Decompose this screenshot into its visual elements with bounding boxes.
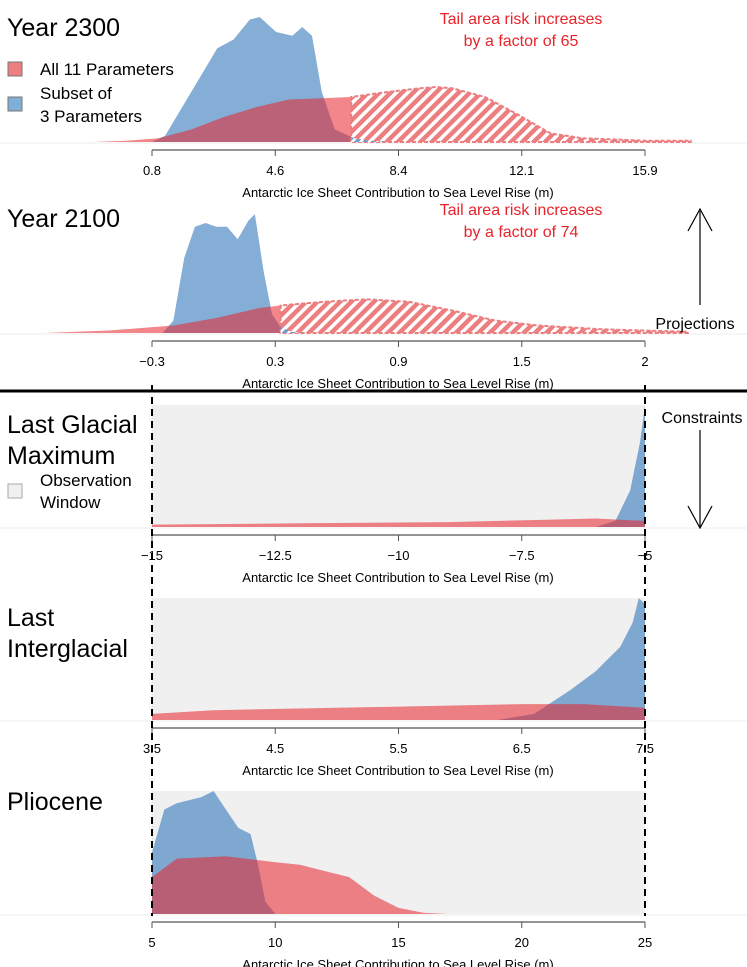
projections-label: Projections: [655, 316, 734, 333]
x-tick-label: 4.6: [266, 163, 284, 178]
x-tick-label: 15: [391, 935, 405, 950]
tail-area-subset-3-parameters: [280, 326, 303, 333]
x-axis-label: Antarctic Ice Sheet Contribution to Sea …: [242, 185, 553, 200]
x-tick-label: 0.9: [389, 354, 407, 369]
legend-label-window-1: Observation: [40, 471, 132, 490]
tail-area-all-11-parameters: [350, 85, 692, 143]
panel-title: Maximum: [7, 442, 115, 470]
x-tick-label: 0.8: [143, 163, 161, 178]
panel-title: Last Glacial: [7, 411, 138, 439]
constraints-arrow: [687, 430, 713, 530]
legend-label-window-2: Window: [40, 493, 101, 512]
legend-label-subset-1: Subset of: [40, 84, 112, 103]
legend-swatch-all: [7, 61, 23, 77]
x-tick-label: 10: [268, 935, 282, 950]
density-subset-3-parameters: [595, 405, 645, 527]
panel-5: Pliocene 5 10 15 20 25 Antarctic Ice Sheet Con…: [0, 788, 747, 967]
panel-title: Year 2300: [7, 14, 120, 42]
x-tick-label: −12.5: [259, 548, 292, 563]
x-tick-label: 8.4: [389, 163, 407, 178]
tail-risk-annotation: by a factor of 74: [464, 224, 579, 241]
legend-swatch-window: [7, 483, 23, 499]
x-tick-label: −7.5: [509, 548, 535, 563]
panel-title: Interglacial: [7, 635, 128, 663]
panel-title: Year 2100: [7, 205, 120, 233]
tail-risk-annotation: Tail area risk increases: [440, 202, 603, 219]
panel-4: LastInterglacial3.54.55.56.57.5Antarctic…: [0, 598, 747, 778]
x-axis-label: Antarctic Ice Sheet Contribution to Sea …: [242, 376, 553, 391]
density-subset-3-parameters: [162, 214, 303, 333]
density-all-11-parameters: [152, 704, 645, 720]
x-axis-label: Antarctic Ice Sheet Contribution to Sea …: [242, 957, 553, 967]
density-subset-3-parameters: [152, 17, 388, 142]
tail-risk-annotation: Tail area risk increases: [440, 11, 603, 28]
x-tick-label: 5: [148, 935, 155, 950]
projections-arrow: [687, 207, 713, 305]
legend-swatch-subset: [7, 96, 23, 112]
panel-title: Last: [7, 604, 54, 632]
x-axis-label: Antarctic Ice Sheet Contribution to Sea …: [242, 763, 553, 778]
x-tick-label: 12.1: [509, 163, 534, 178]
density-all-11-parameters: [152, 518, 645, 527]
x-tick-label: −10: [387, 548, 409, 563]
tail-risk-annotation: by a factor of 65: [464, 33, 579, 50]
x-tick-label: 15.9: [632, 163, 657, 178]
x-tick-label: 6.5: [513, 741, 531, 756]
panel-title: Pliocene: [7, 788, 103, 816]
x-tick-label: 20: [515, 935, 529, 950]
x-tick-label: −0.3: [139, 354, 165, 369]
legend-label-all: All 11 Parameters: [40, 60, 174, 79]
density-subset-3-parameters: [497, 598, 645, 720]
constraints-label: Constraints: [662, 410, 743, 427]
x-tick-label: 5.5: [389, 741, 407, 756]
x-tick-label: 1.5: [513, 354, 531, 369]
panel-1: Year 2300 Tail area risk increases by a fa…: [0, 11, 747, 200]
x-tick-label: 4.5: [266, 741, 284, 756]
legend-label-subset-2: 3 Parameters: [40, 107, 142, 126]
x-tick-label: 25: [638, 935, 652, 950]
panel-3: Last GlacialMaximum−15−12.5−10−7.5−5Anta…: [0, 405, 747, 585]
observation-window: [152, 405, 645, 527]
tail-area-subset-3-parameters: [351, 136, 388, 142]
legend: All 11 Parameters Subset of 3 Parameters…: [7, 60, 174, 512]
x-tick-label: 2: [641, 354, 648, 369]
density-all-11-parameters: [152, 856, 448, 914]
tail-area-all-11-parameters: [279, 298, 689, 334]
x-axis-label: Antarctic Ice Sheet Contribution to Sea …: [242, 570, 553, 585]
x-tick-label: 0.3: [266, 354, 284, 369]
panel-2: Year 2100 Tail area risk increases by a fa…: [0, 202, 747, 391]
